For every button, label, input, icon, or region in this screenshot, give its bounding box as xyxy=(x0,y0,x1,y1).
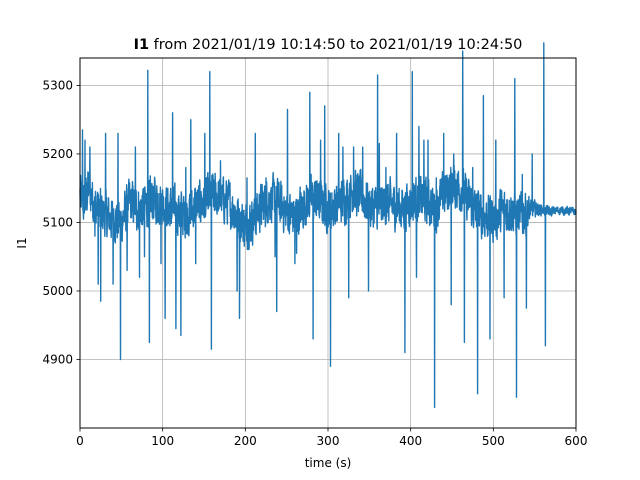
grid-lines xyxy=(79,58,577,428)
y-tick-label: 5100 xyxy=(42,215,73,229)
series-layer xyxy=(79,42,577,409)
x-tick-label: 200 xyxy=(234,434,257,448)
y-tick-label: 5300 xyxy=(42,78,73,92)
x-axis-label: time (s) xyxy=(305,456,352,470)
series-line-I1 xyxy=(79,42,577,409)
y-tick-label: 5200 xyxy=(42,147,73,161)
chart-title-variable: I1 xyxy=(134,37,149,53)
x-tick-label: 400 xyxy=(399,434,422,448)
chart-title-range: from 2021/01/19 10:14:50 to 2021/01/19 1… xyxy=(149,37,522,53)
chart-title: I1 from 2021/01/19 10:14:50 to 2021/01/1… xyxy=(134,37,523,53)
y-tick-label: 5000 xyxy=(42,284,73,298)
x-tick-label: 300 xyxy=(317,434,340,448)
y-axis-label: I1 xyxy=(15,237,29,248)
x-tick-label: 600 xyxy=(565,434,588,448)
x-tick-label: 100 xyxy=(151,434,174,448)
x-tick-label: 0 xyxy=(76,434,84,448)
axis-ticks: 0 100 200 300 400 500 600 4900 5000 5100 5200 5300 xyxy=(42,78,587,448)
y-tick-label: 4900 xyxy=(42,352,73,366)
x-tick-label: 500 xyxy=(482,434,505,448)
